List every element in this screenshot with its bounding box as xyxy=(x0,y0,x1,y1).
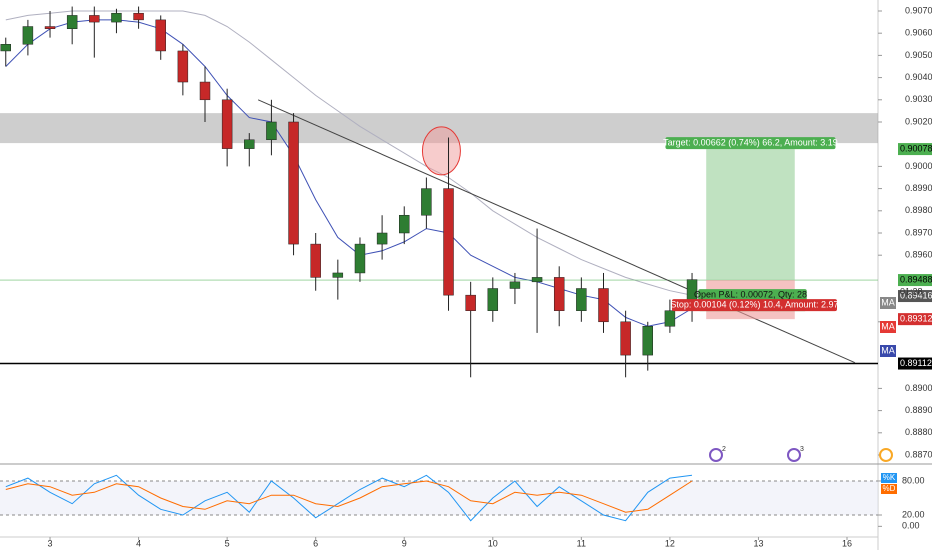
candle-body xyxy=(399,214,410,234)
candle-body xyxy=(288,121,299,245)
event-icon xyxy=(787,448,801,462)
candle-body xyxy=(177,50,189,83)
event-count: 2 xyxy=(722,446,726,453)
candle-body xyxy=(487,288,499,311)
ma-tag xyxy=(880,345,896,357)
candle-body xyxy=(310,243,321,278)
y-tick-label: 0.88700 xyxy=(905,449,932,459)
candle-body xyxy=(266,121,277,141)
candle-body xyxy=(221,99,233,149)
candle-body xyxy=(620,321,631,356)
price-tag xyxy=(898,290,932,303)
event-count: 3 xyxy=(800,446,804,453)
x-tick-label: 3 xyxy=(48,538,53,548)
candle-body xyxy=(443,188,454,296)
candle-body xyxy=(44,26,56,29)
ma-tag-label: MA xyxy=(881,345,895,355)
x-tick-label: 9 xyxy=(402,538,407,548)
price-tag xyxy=(898,313,932,326)
target-label: Target: 0.00662 (0.74%) 66.2, Amount: 3.… xyxy=(663,137,838,147)
candle-body xyxy=(664,310,676,327)
price-tag-label: 0.89312 xyxy=(900,314,932,324)
price-tag-label: 0.89112 xyxy=(900,358,932,368)
candle-body xyxy=(332,272,344,278)
event-icon xyxy=(709,448,723,462)
stoch-band xyxy=(0,480,878,516)
target-box xyxy=(706,149,795,281)
event-icon xyxy=(879,448,893,462)
candle-body xyxy=(576,288,587,311)
candle-body xyxy=(0,44,11,52)
stop-label: Stop: 0.00104 (0.12%) 10.4, Amount: 2.97 xyxy=(670,300,838,310)
candle-body xyxy=(465,294,476,311)
price-tag-label: 0.90078 xyxy=(900,143,932,153)
stop-label-bg xyxy=(671,299,837,312)
candle-body xyxy=(133,12,144,21)
legend-tag xyxy=(881,484,897,494)
candle-body xyxy=(531,277,543,283)
x-tick-label: 10 xyxy=(488,538,498,548)
x-tick-label: 12 xyxy=(665,538,675,548)
candle-body xyxy=(155,19,166,52)
candle-body xyxy=(421,188,432,216)
legend-tag xyxy=(881,473,897,483)
candle-body xyxy=(244,139,255,149)
candle-body xyxy=(111,12,122,23)
moving-average xyxy=(5,10,693,296)
y-tick-label: 80.00 xyxy=(902,475,925,485)
candle-body xyxy=(22,26,34,45)
y-tick-label: 0.00 xyxy=(902,521,920,531)
candle-body xyxy=(199,81,211,101)
legend-label: %D xyxy=(883,484,896,493)
stoch-line xyxy=(5,480,693,513)
x-tick-label: 5 xyxy=(225,538,230,548)
x-tick-label: 4 xyxy=(136,538,141,548)
ma-tag xyxy=(880,297,896,309)
countdown: 01:28 xyxy=(900,286,923,296)
candle-body xyxy=(89,15,100,23)
pnl-label: Open P&L: 0.00072, Qty: 28 xyxy=(694,289,807,299)
target-label-bg xyxy=(665,137,836,150)
stoch-line xyxy=(5,474,693,522)
candle-body xyxy=(598,288,609,323)
candle-body xyxy=(354,243,366,274)
price-tag-label: 0.89488 xyxy=(900,274,932,284)
candle-body xyxy=(509,281,521,289)
x-tick-label: 13 xyxy=(753,538,763,548)
x-tick-label: 6 xyxy=(313,538,318,548)
candle-body xyxy=(553,277,565,311)
x-tick-label: 11 xyxy=(577,538,586,548)
legend-label: %K xyxy=(883,473,896,482)
candle-body xyxy=(376,232,388,245)
price-tag xyxy=(898,357,932,370)
highlight-circle xyxy=(421,126,461,176)
candle-body xyxy=(642,325,653,356)
ma-tag xyxy=(880,321,896,333)
price-tag xyxy=(898,143,932,156)
ma-tag-label: MA xyxy=(881,297,895,307)
x-tick-label: 16 xyxy=(842,538,852,548)
price-tag xyxy=(898,274,932,287)
price-tag-label: 0.89416 xyxy=(900,290,932,300)
y-tick-label: 20.00 xyxy=(902,509,925,519)
ma-tag-label: MA xyxy=(881,321,895,331)
candle-body xyxy=(66,15,78,29)
